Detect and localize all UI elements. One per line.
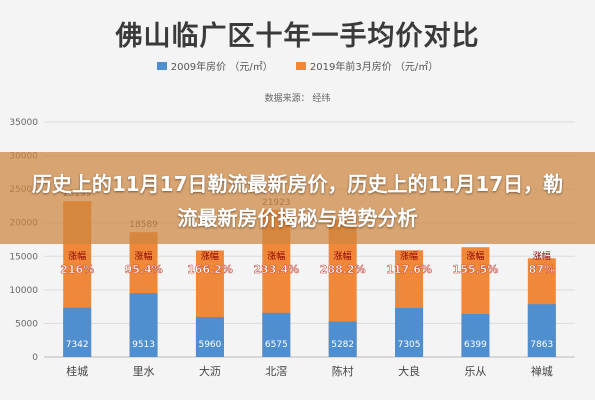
y-tick-label: 0 [32,353,38,363]
growth-value: 288.2% [320,263,366,276]
headline-text: 历史上的11月17日勒流最新房价，历史上的11月17日，勒流最新房价揭秘与趋势分… [31,172,564,230]
legend-label-2019: 2019年前3月房价 （元/㎡） [309,62,439,73]
growth-value: 95.4% [124,263,162,276]
headline-banner [0,152,595,244]
y-tick-label: 35000 [9,118,38,128]
x-tick-label: 大良 [398,364,420,378]
growth-value: 233.4% [253,263,299,276]
bar-2009-value-label: 6575 [265,340,288,350]
legend-label-2009: 2009年房价 （元/㎡） [170,62,273,73]
bar-2009 [328,321,357,357]
growth-label: 涨幅 [68,250,86,262]
growth-label: 涨幅 [533,250,551,262]
x-tick-label: 桂城 [66,364,88,378]
growth-value: 216% [60,263,94,276]
bar-2009-value-label: 7863 [530,340,553,350]
x-tick-label: 乐从 [464,365,486,378]
bar-2009-value-label: 6399 [464,340,487,350]
growth-value: 155.5% [453,263,499,276]
bar-2009 [527,304,556,357]
legend-swatch-2019 [295,62,306,70]
legend-item-2009: 2009年房价 （元/㎡） [156,58,273,73]
legend-item-2019: 2019年前3月房价 （元/㎡） [295,58,439,73]
x-tick-label: 陈村 [332,364,354,378]
source-note: 数据来源： 经纬 [264,94,331,104]
bar-2009 [195,316,224,357]
growth-label: 涨幅 [135,250,153,262]
growth-value: 166.2% [187,263,233,276]
growth-label: 涨幅 [267,250,285,262]
bar-2009-value-label: 7342 [66,340,89,350]
bar-2009-value-label: 5960 [198,340,221,350]
growth-value: 87% [529,263,555,276]
bar-2009 [262,312,291,357]
legend: 2009年房价 （元/㎡） 2019年前3月房价 （元/㎡） [0,58,595,73]
x-tick-label: 里水 [133,365,155,378]
growth-label: 涨幅 [466,250,484,262]
x-tick-label: 北滘 [265,365,287,378]
growth-label: 涨幅 [201,250,219,262]
bar-2009-value-label: 5282 [331,340,354,350]
y-tick-label: 15000 [9,252,38,262]
y-tick-label: 5000 [15,319,38,329]
bar-2009 [395,307,424,357]
y-tick-label: 10000 [9,286,38,296]
bar-2009 [63,307,92,357]
bar-2009-value-label: 7305 [398,340,421,350]
growth-value: 117.6% [386,263,432,276]
bar-2009 [129,293,158,357]
x-tick-label: 大沥 [199,364,221,378]
growth-label: 涨幅 [400,250,418,262]
bar-2009-value-label: 9513 [132,340,155,350]
bar-2009 [461,314,490,357]
chart-title: 佛山临广区十年一手均价对比 [115,21,480,52]
growth-label: 涨幅 [334,250,352,262]
legend-swatch-2009 [156,62,167,70]
x-tick-label: 禅城 [531,364,553,378]
